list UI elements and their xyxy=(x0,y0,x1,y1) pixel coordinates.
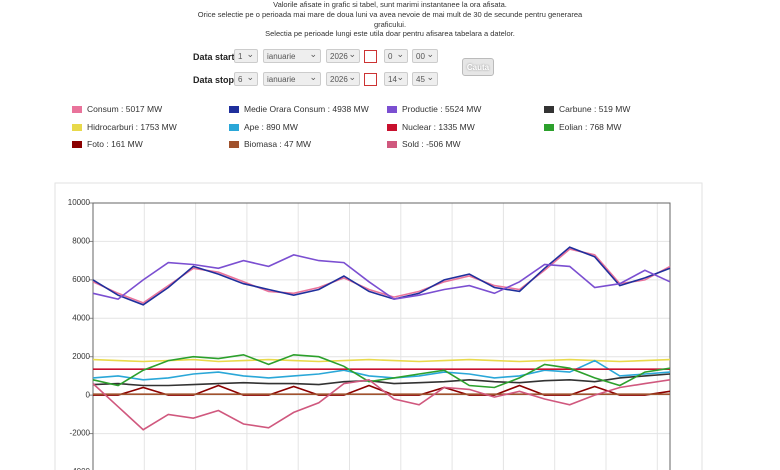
y-tick-label: 6000 xyxy=(72,275,90,284)
y-tick-label: 8000 xyxy=(72,237,90,246)
legend-swatch xyxy=(229,106,239,113)
search-button[interactable]: Cauta xyxy=(462,58,494,76)
legend-label: Ape : 890 MW xyxy=(244,122,298,132)
legend-entry[interactable]: Medie Orara Consum : 4938 MW xyxy=(229,104,369,114)
y-tick-label: 2000 xyxy=(72,352,90,361)
stop-label: Data stop xyxy=(193,75,235,85)
legend-entry[interactable]: Hidrocarburi : 1753 MW xyxy=(72,122,177,132)
legend-entry[interactable]: Biomasa : 47 MW xyxy=(229,139,311,149)
start-month[interactable]: ianuarie xyxy=(263,47,321,63)
stop-hour[interactable]: 14 xyxy=(384,70,408,86)
stop-year[interactable]: 2026 xyxy=(326,70,360,86)
legend-swatch xyxy=(544,106,554,113)
legend-swatch xyxy=(72,141,82,148)
legend-entry[interactable]: Nuclear : 1335 MW xyxy=(387,122,475,132)
info-line: Orice selectie pe o perioada mai mare de… xyxy=(197,10,583,19)
legend-swatch xyxy=(72,106,82,113)
info-line: Selectia pe perioade lungi este utila do… xyxy=(265,29,515,38)
legend-label: Biomasa : 47 MW xyxy=(244,139,312,149)
y-tick-label: 10000 xyxy=(68,198,91,207)
legend-swatch xyxy=(229,141,239,148)
chart-panel xyxy=(54,182,703,470)
legend-swatch xyxy=(229,124,239,131)
stop-minute[interactable]: 45 xyxy=(412,70,438,86)
legend-label: Sold : -506 MW xyxy=(402,139,461,149)
legend-entry[interactable]: Eolian : 768 MW xyxy=(544,122,621,132)
legend-label: Carbune : 519 MW xyxy=(559,104,631,114)
legend-label: Productie : 5524 MW xyxy=(402,104,482,114)
series-line xyxy=(92,248,671,304)
legend-swatch xyxy=(387,141,397,148)
stop-month[interactable]: ianuarie xyxy=(263,70,321,86)
series-line xyxy=(92,246,671,306)
legend-label: Consum : 5017 MW xyxy=(87,104,163,114)
series-line xyxy=(92,358,671,363)
start-hour[interactable]: 0 xyxy=(384,47,408,63)
legend-label: Foto : 161 MW xyxy=(87,139,143,149)
series-line xyxy=(92,378,671,431)
plot-frame xyxy=(92,202,671,470)
legend-swatch xyxy=(387,124,397,131)
legend-entry[interactable]: Sold : -506 MW xyxy=(387,139,461,149)
series-line xyxy=(92,254,671,300)
legend-swatch xyxy=(387,106,397,113)
legend-label: Eolian : 768 MW xyxy=(559,122,622,132)
start-day[interactable]: 1 xyxy=(234,47,258,63)
stop-day[interactable]: 6 xyxy=(234,70,258,86)
legend-label: Nuclear : 1335 MW xyxy=(402,122,475,132)
legend-label: Hidrocarburi : 1753 MW xyxy=(87,122,177,132)
legend-entry[interactable]: Carbune : 519 MW xyxy=(544,104,630,114)
y-tick-label: -2000 xyxy=(70,429,91,438)
legend-entry[interactable]: Ape : 890 MW xyxy=(229,122,298,132)
info-line: Valorile afisate in grafic si tabel, sun… xyxy=(273,0,507,9)
series-line xyxy=(92,353,671,389)
series-line xyxy=(92,373,671,387)
legend-label: Medie Orara Consum : 4938 MW xyxy=(244,104,369,114)
info-line: graficului. xyxy=(373,20,407,29)
y-tick-label: 4000 xyxy=(72,313,90,322)
legend-entry[interactable]: Consum : 5017 MW xyxy=(72,104,162,114)
legend-swatch xyxy=(72,124,82,131)
y-tick-label: 0 xyxy=(86,390,91,399)
start-minute[interactable]: 00 xyxy=(412,47,438,63)
start-year[interactable]: 2026 xyxy=(326,47,360,63)
y-tick-label: -4000 xyxy=(70,467,91,470)
legend-swatch xyxy=(544,124,554,131)
stop-calendar[interactable] xyxy=(364,73,377,86)
legend-entry[interactable]: Productie : 5524 MW xyxy=(387,104,481,114)
start-label: Data start xyxy=(193,52,235,62)
legend-entry[interactable]: Foto : 161 MW xyxy=(72,139,143,149)
start-calendar[interactable] xyxy=(364,50,377,63)
